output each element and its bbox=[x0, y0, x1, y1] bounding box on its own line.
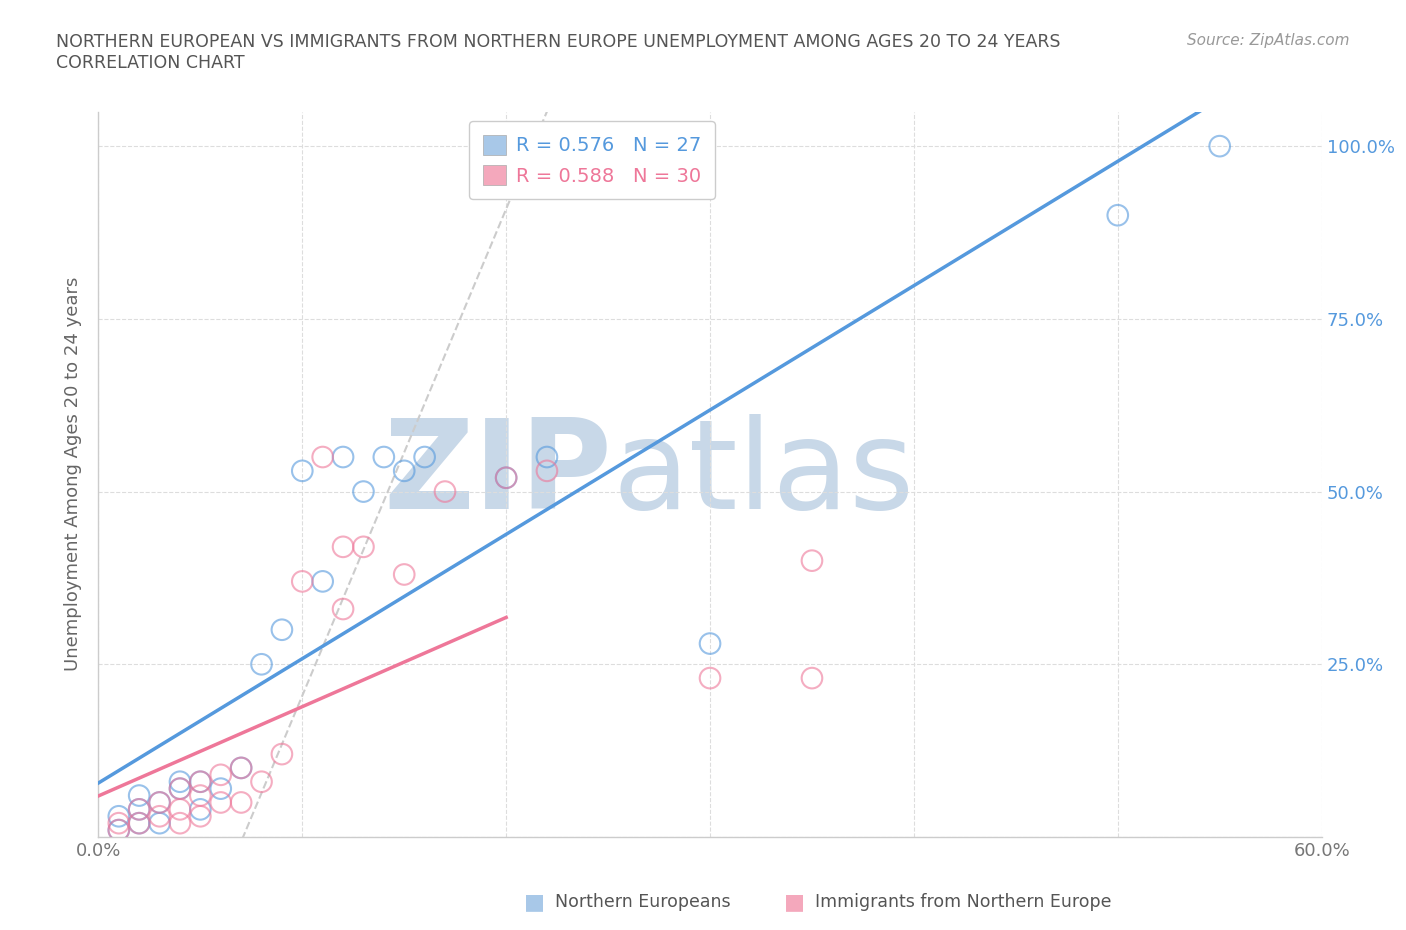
Point bbox=[250, 775, 273, 790]
Point bbox=[231, 761, 253, 776]
Point bbox=[108, 823, 131, 838]
Point bbox=[291, 463, 314, 478]
Point bbox=[128, 788, 150, 803]
Point bbox=[188, 775, 212, 790]
Point bbox=[270, 622, 294, 637]
Point bbox=[536, 463, 558, 478]
Point bbox=[291, 574, 314, 589]
Text: ■: ■ bbox=[524, 892, 544, 912]
Point bbox=[209, 795, 232, 810]
Point bbox=[128, 816, 150, 830]
Text: Immigrants from Northern Europe: Immigrants from Northern Europe bbox=[815, 893, 1112, 911]
Point bbox=[332, 449, 354, 464]
Point bbox=[312, 449, 335, 464]
Point bbox=[801, 553, 824, 568]
Point bbox=[699, 671, 721, 685]
Point bbox=[149, 795, 172, 810]
Point bbox=[312, 574, 335, 589]
Point bbox=[270, 747, 294, 762]
Point bbox=[434, 485, 457, 499]
Point bbox=[801, 671, 824, 685]
Point bbox=[536, 449, 558, 464]
Point bbox=[231, 795, 253, 810]
Point bbox=[373, 449, 395, 464]
Point bbox=[1107, 207, 1129, 222]
Text: Source: ZipAtlas.com: Source: ZipAtlas.com bbox=[1187, 33, 1350, 47]
Point bbox=[250, 657, 273, 671]
Point bbox=[188, 775, 212, 790]
Point bbox=[128, 802, 150, 817]
Point bbox=[149, 809, 172, 824]
Point bbox=[188, 802, 212, 817]
Point bbox=[169, 781, 191, 796]
Point bbox=[169, 816, 191, 830]
Text: atlas: atlas bbox=[612, 414, 914, 535]
Point bbox=[392, 567, 416, 582]
Point bbox=[169, 775, 191, 790]
Point bbox=[149, 816, 172, 830]
Legend: R = 0.576   N = 27, R = 0.588   N = 30: R = 0.576 N = 27, R = 0.588 N = 30 bbox=[470, 121, 714, 199]
Point bbox=[108, 809, 131, 824]
Point bbox=[149, 795, 172, 810]
Y-axis label: Unemployment Among Ages 20 to 24 years: Unemployment Among Ages 20 to 24 years bbox=[65, 277, 83, 671]
Point bbox=[169, 781, 191, 796]
Point bbox=[188, 809, 212, 824]
Point bbox=[128, 802, 150, 817]
Point bbox=[231, 761, 253, 776]
Point bbox=[128, 816, 150, 830]
Point bbox=[209, 781, 232, 796]
Point bbox=[169, 802, 191, 817]
Point bbox=[188, 788, 212, 803]
Point bbox=[392, 463, 416, 478]
Text: ■: ■ bbox=[785, 892, 804, 912]
Point bbox=[108, 823, 131, 838]
Point bbox=[1209, 139, 1232, 153]
Point bbox=[108, 816, 131, 830]
Point bbox=[352, 485, 374, 499]
Text: Northern Europeans: Northern Europeans bbox=[555, 893, 731, 911]
Text: CORRELATION CHART: CORRELATION CHART bbox=[56, 54, 245, 72]
Point bbox=[495, 471, 517, 485]
Point bbox=[209, 767, 232, 782]
Point bbox=[332, 602, 354, 617]
Text: NORTHERN EUROPEAN VS IMMIGRANTS FROM NORTHERN EUROPE UNEMPLOYMENT AMONG AGES 20 : NORTHERN EUROPEAN VS IMMIGRANTS FROM NOR… bbox=[56, 33, 1060, 50]
Point bbox=[332, 539, 354, 554]
Point bbox=[699, 636, 721, 651]
Point bbox=[413, 449, 436, 464]
Point bbox=[495, 471, 517, 485]
Text: ZIP: ZIP bbox=[384, 414, 612, 535]
Point bbox=[352, 539, 374, 554]
